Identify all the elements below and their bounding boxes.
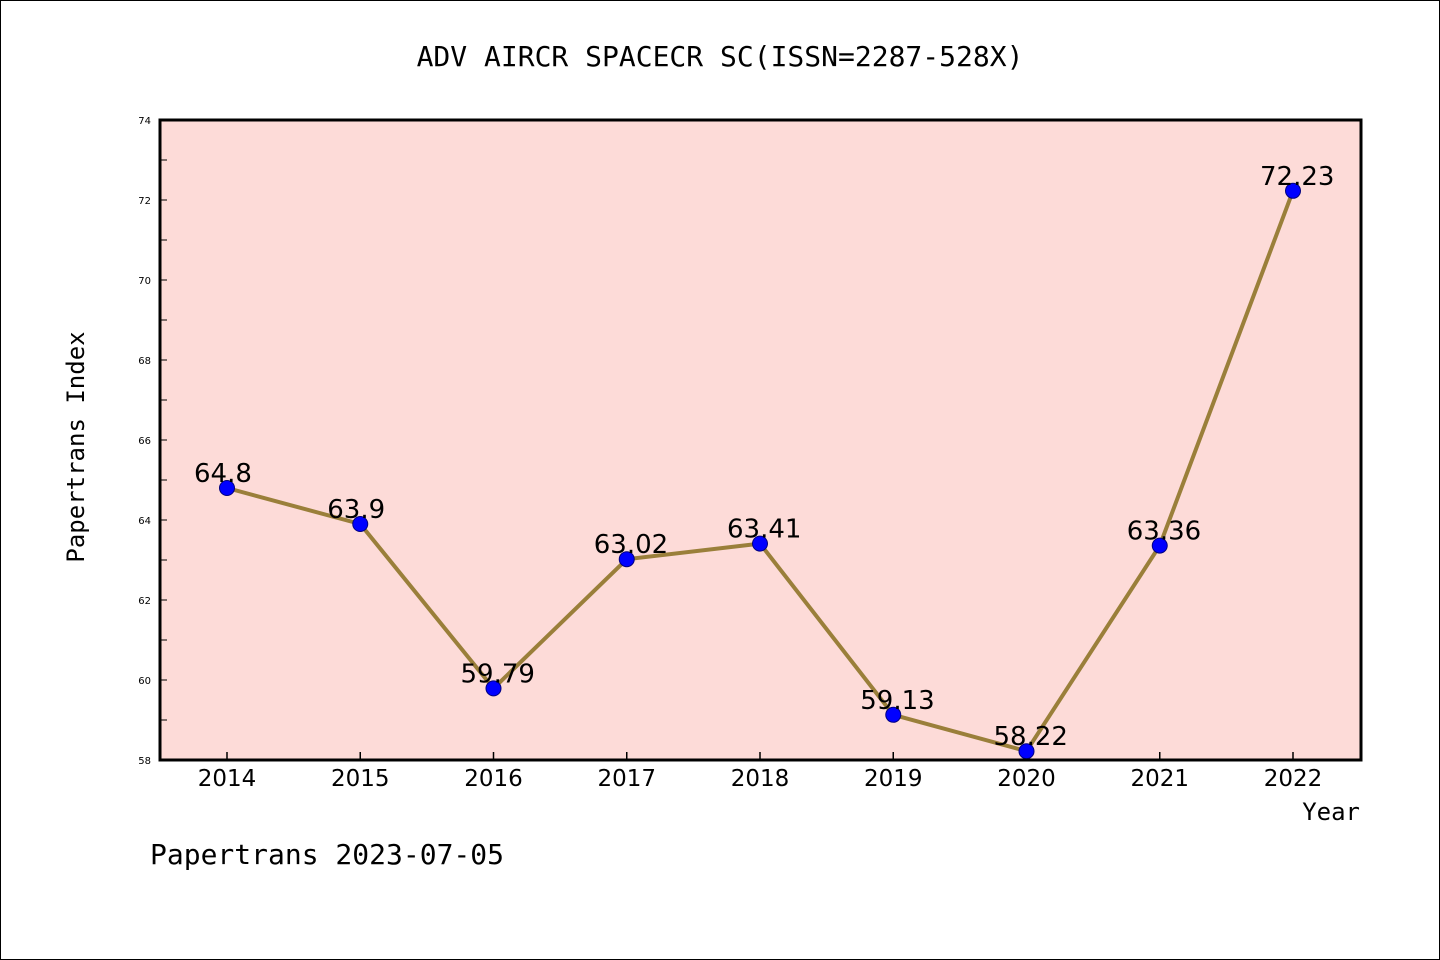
data-label: 63.9 xyxy=(327,495,385,525)
x-axis: 2014 2015 2016 2017 2018 2019 2020 2021 2022 xyxy=(198,752,1323,792)
y-tick-label: 72 xyxy=(138,196,151,207)
x-axis-label: Year xyxy=(1302,798,1360,826)
data-point xyxy=(352,516,369,532)
y-tick-label: 74 xyxy=(138,116,151,127)
y-tick-label: 68 xyxy=(138,356,151,367)
x-tick-label: 2016 xyxy=(464,766,523,792)
data-label: 63.41 xyxy=(727,515,801,545)
data-labels: 64.8 63.9 59.79 63.02 63.41 59.13 58.22 63.36 72… xyxy=(194,162,1334,752)
data-point xyxy=(219,480,235,496)
y-tick-label: 58 xyxy=(138,756,151,767)
data-point xyxy=(752,535,768,552)
y-tick-label: 64 xyxy=(138,516,151,527)
data-label: 59.79 xyxy=(461,659,535,689)
x-tick-label: 2022 xyxy=(1264,766,1323,792)
x-tick-label: 2021 xyxy=(1130,766,1189,792)
data-markers xyxy=(219,182,1301,760)
y-tick-label: 60 xyxy=(138,676,151,687)
data-point xyxy=(618,551,635,568)
y-tick-label: 62 xyxy=(138,596,151,607)
y-tick-label: 70 xyxy=(138,276,151,287)
data-label: 58.22 xyxy=(994,722,1068,752)
data-label: 59.13 xyxy=(860,686,934,716)
plot-border xyxy=(158,118,1363,762)
plot-area xyxy=(160,120,1361,760)
data-label: 72.23 xyxy=(1260,162,1334,192)
data-point xyxy=(1285,182,1301,199)
x-tick-label: 2020 xyxy=(997,766,1056,792)
footer-date: Papertrans 2023-07-05 xyxy=(150,838,504,871)
y-axis-label: Papertrans Index xyxy=(62,331,90,562)
data-label: 63.36 xyxy=(1127,517,1201,547)
data-point xyxy=(885,706,902,723)
data-point xyxy=(485,680,502,697)
data-point xyxy=(1151,537,1168,554)
data-label: 63.02 xyxy=(594,530,668,560)
x-tick-label: 2015 xyxy=(331,766,390,792)
chart-title: ADV AIRCR SPACECR SC(ISSN=2287-528X) xyxy=(417,40,1024,73)
y-tick-label: 66 xyxy=(138,436,151,447)
x-tick-label: 2014 xyxy=(198,766,257,792)
x-tick-label: 2019 xyxy=(864,766,923,792)
data-label: 64.8 xyxy=(194,459,252,489)
x-tick-label: 2018 xyxy=(731,766,790,792)
x-tick-label: 2017 xyxy=(597,766,656,792)
